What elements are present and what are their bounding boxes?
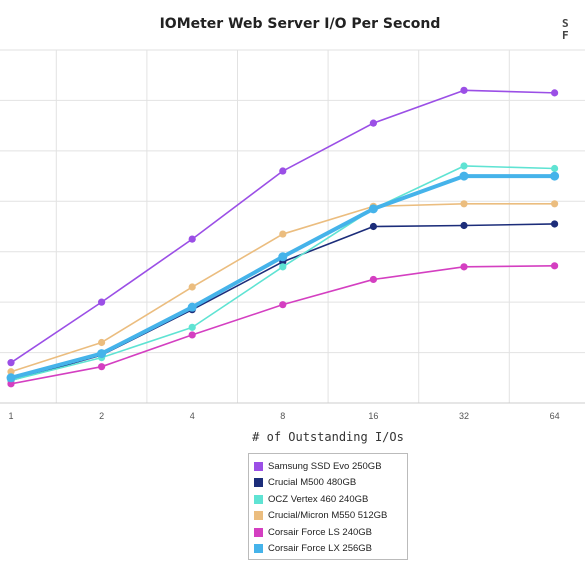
legend-swatch [254, 478, 263, 488]
data-point [369, 119, 377, 127]
data-point [278, 252, 288, 262]
data-point [551, 220, 559, 228]
x-tick-label: 2 [99, 411, 104, 421]
data-point [279, 263, 287, 271]
data-point [551, 89, 559, 97]
series-ocz-vertex-460-240gb [7, 162, 559, 384]
data-point [188, 283, 196, 291]
legend-swatch [254, 544, 263, 554]
legend-label: Samsung SSD Evo 250GB [268, 460, 382, 472]
legend-item: Crucial M500 480GB [254, 475, 402, 492]
series-line [10, 265, 555, 385]
data-point [369, 275, 377, 284]
data-point [550, 171, 560, 181]
series-corsair-force-lx-256gb [6, 171, 560, 383]
x-tick-label: 4 [190, 411, 195, 421]
legend-swatch [254, 527, 263, 537]
data-point [459, 171, 469, 181]
data-point [188, 323, 196, 331]
data-point [551, 262, 559, 270]
data-point [188, 331, 196, 339]
series-samsung-ssd-evo-250gb [7, 86, 559, 367]
legend-item: OCZ Vertex 460 240GB [254, 491, 402, 508]
data-point [551, 200, 559, 208]
x-tick-label: 8 [280, 411, 285, 421]
series-corsair-force-ls-240gb [7, 262, 559, 388]
series-crucial-micron-m550-512gb [7, 200, 559, 376]
data-point [7, 368, 15, 376]
data-point [369, 222, 377, 231]
data-point [7, 380, 15, 388]
legend-label: Corsair Force LS 240GB [268, 526, 373, 538]
legend-item: Samsung SSD Evo 250GB [254, 458, 402, 475]
data-point [279, 167, 287, 175]
legend-label: Corsair Force LX 256GB [268, 543, 373, 555]
data-point [98, 298, 106, 306]
x-tick-label: 64 [550, 411, 560, 421]
legend-item: Corsair Force LX 256GB [254, 541, 402, 558]
x-axis-ticks: 1 2 4 8 16 32 64 [8, 411, 559, 421]
x-tick-label: 1 [8, 411, 13, 421]
data-point [98, 363, 106, 371]
data-point [460, 86, 468, 94]
data-point [279, 301, 287, 309]
data-point [188, 235, 196, 243]
legend-item: Corsair Force LS 240GB [254, 524, 402, 541]
grid [0, 49, 585, 404]
data-point [460, 221, 468, 230]
legend-label: OCZ Vertex 460 240GB [268, 493, 369, 505]
series-line [10, 89, 555, 364]
legend-label: Crucial/Micron M550 512GB [268, 510, 388, 522]
data-point [187, 302, 197, 312]
data-point [97, 349, 107, 359]
legend-label: Crucial M500 480GB [268, 477, 357, 489]
legend-swatch [254, 461, 263, 471]
legend-item: Crucial/Micron M550 512GB [254, 508, 402, 525]
x-tick-label: 16 [368, 411, 378, 421]
data-point [368, 204, 378, 214]
series-line [10, 165, 555, 382]
data-point [98, 338, 106, 347]
data-point [460, 263, 468, 271]
data-point [551, 164, 559, 173]
data-point [6, 373, 16, 383]
legend: Samsung SSD Evo 250GB Crucial M500 480GB O… [248, 453, 408, 560]
x-tick-label: 32 [459, 411, 469, 421]
data-point [279, 230, 287, 238]
data-point [460, 162, 468, 170]
chart-title: IOMeter Web Server I/O Per Second [159, 16, 441, 32]
data-point [460, 200, 468, 208]
x-axis-title: # of Outstanding I/Os [252, 430, 404, 444]
series-lines [6, 86, 560, 388]
series-line [10, 203, 555, 373]
legend-swatch [254, 511, 263, 521]
data-point [7, 359, 15, 367]
series-line [10, 174, 555, 380]
legend-swatch [254, 494, 263, 504]
